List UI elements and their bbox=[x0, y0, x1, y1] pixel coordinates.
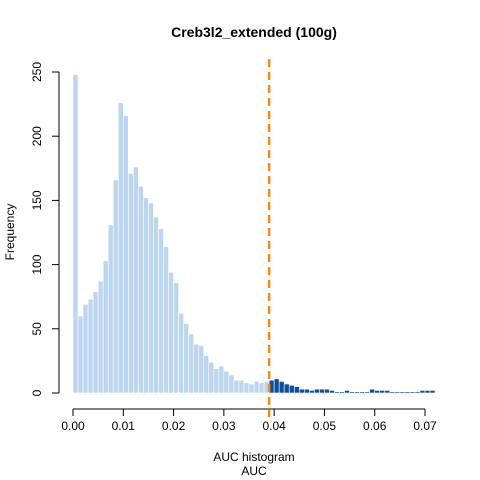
histogram-bar bbox=[122, 115, 129, 394]
x-tick-label: 0.03 bbox=[212, 419, 236, 433]
histogram-bar bbox=[173, 282, 179, 394]
histogram-bar bbox=[193, 343, 200, 394]
histogram-bar bbox=[128, 173, 134, 394]
histogram-bar bbox=[77, 315, 84, 394]
histogram-bar bbox=[112, 179, 119, 394]
histogram-bar bbox=[218, 365, 225, 394]
histogram-bar bbox=[178, 313, 184, 394]
histogram-bar bbox=[143, 197, 149, 394]
histogram-bar bbox=[364, 391, 370, 394]
histogram-bar bbox=[198, 345, 205, 394]
histogram-bar bbox=[138, 185, 144, 394]
histogram-bar bbox=[228, 374, 235, 394]
y-axis: 0 50 100 150 200 250 bbox=[30, 62, 60, 396]
x-axis-label-line1: AUC histogram bbox=[213, 450, 294, 464]
histogram-bar bbox=[203, 355, 210, 394]
histogram-bar bbox=[329, 390, 335, 394]
histogram-bar bbox=[339, 391, 345, 394]
y-tick-label: 250 bbox=[30, 62, 44, 82]
histogram-bar bbox=[97, 280, 104, 394]
histogram-bar bbox=[158, 228, 164, 394]
y-tick-label: 0 bbox=[30, 389, 44, 396]
histogram-bar bbox=[374, 390, 381, 394]
histogram-bar bbox=[223, 370, 230, 394]
histogram-bar bbox=[379, 390, 386, 394]
histogram-bar bbox=[87, 298, 94, 394]
histogram-bar bbox=[429, 390, 436, 394]
histogram-bar bbox=[117, 102, 124, 394]
histogram-bar bbox=[384, 390, 391, 394]
histogram-bar bbox=[293, 386, 300, 394]
y-tick-label: 100 bbox=[30, 254, 44, 274]
histogram-bar bbox=[283, 383, 290, 394]
histogram-bar bbox=[148, 202, 154, 394]
histogram-bar bbox=[92, 291, 99, 394]
histogram-bar bbox=[133, 166, 139, 394]
y-tick-label: 200 bbox=[30, 126, 44, 146]
x-tick-label: 0.00 bbox=[61, 419, 85, 433]
histogram-bar bbox=[72, 74, 79, 394]
histogram-bar bbox=[188, 333, 194, 394]
x-tick-label: 0.07 bbox=[413, 419, 437, 433]
histogram-bar bbox=[258, 382, 265, 394]
chart-title: Creb3l2_extended (100g) bbox=[171, 24, 337, 40]
histogram-bar bbox=[248, 383, 255, 394]
x-axis-label-line2: AUC bbox=[241, 464, 267, 478]
histogram-bar bbox=[238, 379, 245, 394]
histogram-bar bbox=[253, 381, 260, 394]
histogram-bar bbox=[304, 388, 310, 394]
histogram-bar bbox=[102, 260, 109, 394]
x-tick-label: 0.01 bbox=[112, 419, 136, 433]
histogram-bar bbox=[183, 323, 189, 394]
y-tick-label: 150 bbox=[30, 190, 44, 210]
histogram-bar bbox=[354, 391, 360, 394]
histogram-bar bbox=[409, 391, 416, 394]
histogram-bar bbox=[344, 390, 350, 394]
histogram-bar bbox=[168, 272, 174, 394]
histogram-bar bbox=[233, 379, 240, 394]
histogram-bar bbox=[309, 390, 315, 394]
histogram-bar bbox=[334, 391, 340, 394]
histogram-bar bbox=[394, 391, 401, 394]
histogram-bar bbox=[359, 391, 365, 394]
histogram-bar bbox=[163, 246, 169, 394]
histogram-bar bbox=[298, 388, 305, 394]
y-tick-label: 50 bbox=[30, 322, 44, 336]
histogram-bar bbox=[288, 384, 295, 394]
histogram-bar bbox=[424, 390, 431, 394]
histogram-bar bbox=[273, 378, 280, 394]
histogram-bar bbox=[404, 391, 411, 394]
histogram-bar bbox=[349, 391, 355, 394]
histogram-bar bbox=[243, 382, 250, 394]
histogram-bar bbox=[399, 391, 406, 394]
histogram-bar bbox=[389, 391, 396, 394]
histogram-bar bbox=[369, 388, 376, 394]
histogram-bar bbox=[278, 381, 285, 394]
histogram-bar bbox=[414, 391, 421, 394]
histogram-bar bbox=[82, 304, 89, 394]
x-tick-label: 0.06 bbox=[363, 419, 387, 433]
histogram-bar bbox=[213, 368, 220, 394]
histogram-bar bbox=[107, 224, 114, 394]
histogram-bar bbox=[153, 216, 159, 394]
y-axis-label: Frequency bbox=[3, 204, 17, 261]
histogram-bars bbox=[72, 74, 436, 394]
x-axis: 0.00 0.01 0.02 0.03 0.04 0.05 0.06 0.07 bbox=[61, 408, 437, 433]
histogram-bar bbox=[319, 388, 325, 394]
histogram-bar bbox=[208, 361, 215, 394]
histogram-bar bbox=[419, 390, 426, 394]
histogram-bar bbox=[324, 388, 330, 394]
x-tick-label: 0.02 bbox=[162, 419, 186, 433]
x-tick-label: 0.04 bbox=[262, 419, 286, 433]
histogram-bar bbox=[314, 388, 320, 394]
x-tick-label: 0.05 bbox=[313, 419, 337, 433]
